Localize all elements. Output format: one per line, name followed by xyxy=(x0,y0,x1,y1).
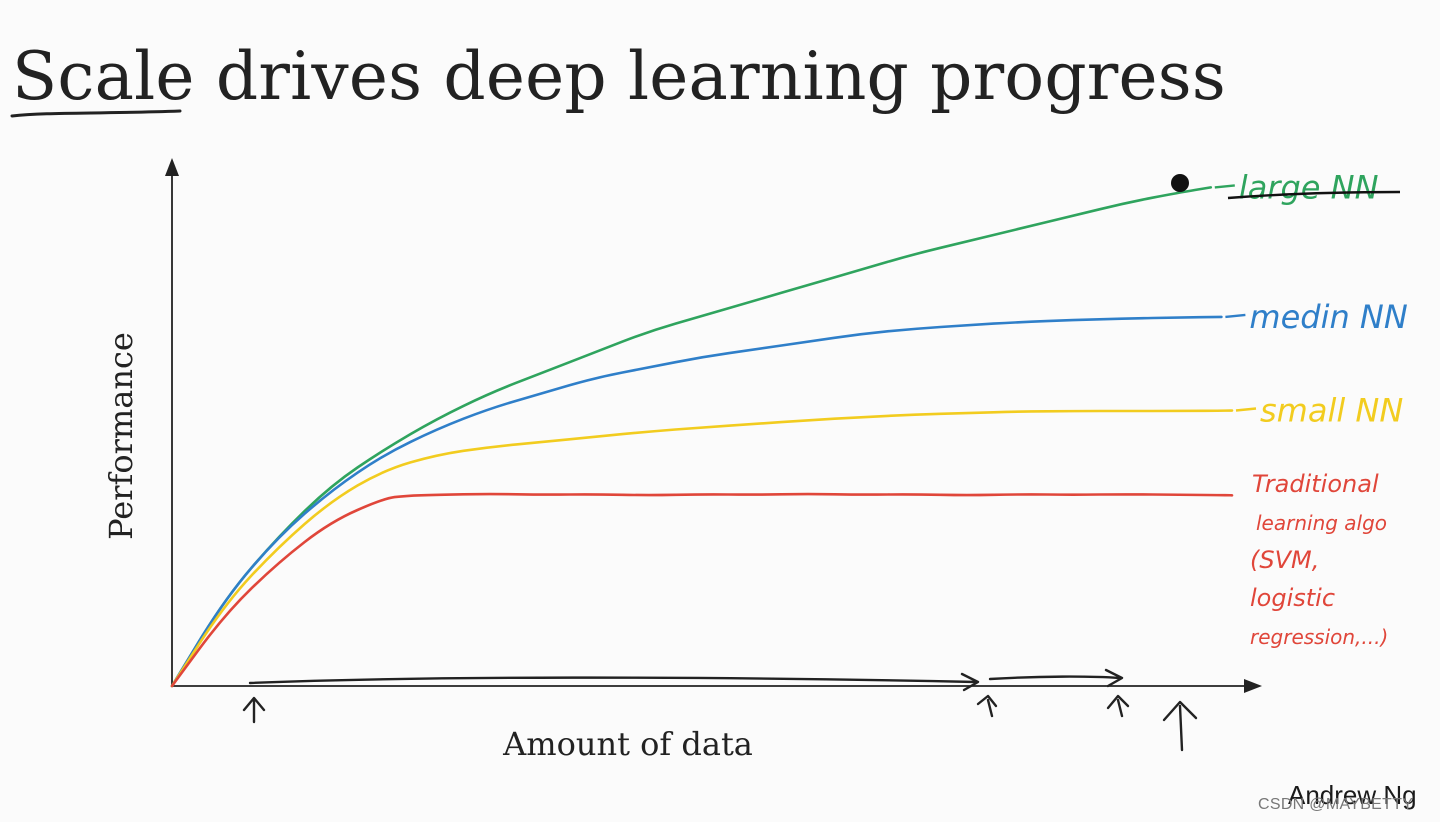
large-nn-endpoint-dot xyxy=(1171,174,1189,192)
series-line-1 xyxy=(170,315,1223,688)
series-line-2 xyxy=(170,409,1234,688)
slide-title: Scale drives deep learning progress xyxy=(12,38,1226,115)
traditional-label-line-3: logistic xyxy=(1250,584,1335,612)
watermark: CSDN @MAYBETTY xyxy=(1258,796,1414,813)
data-range-annotations xyxy=(242,668,1198,752)
y-axis-title: Performance xyxy=(102,332,140,540)
x-axis-arrow xyxy=(1244,679,1262,693)
series-layer xyxy=(170,186,1234,688)
up-arrow-large-data xyxy=(1106,694,1130,718)
up-arrow-big-data xyxy=(1162,700,1198,752)
x-axis-title: Amount of data xyxy=(502,725,753,763)
series-label-connector-1 xyxy=(1225,313,1246,319)
series-label-layer: large NN medin NN small NN Traditional learn… xyxy=(1214,168,1408,649)
series-label-2: small NN xyxy=(1260,392,1403,430)
series-label-0: large NN xyxy=(1239,168,1379,206)
large-nn-label-underline xyxy=(1227,190,1401,200)
series-line-3 xyxy=(170,492,1234,688)
series-line-0 xyxy=(170,186,1213,688)
title-underline xyxy=(10,109,182,118)
y-axis-arrow xyxy=(165,158,179,176)
traditional-label-line-4: regression,...) xyxy=(1250,625,1388,649)
data-range-arrowhead xyxy=(960,672,980,692)
author-credit: Andrew Ng xyxy=(1288,780,1417,810)
traditional-label-line-1: learning algo xyxy=(1256,511,1387,535)
data-range-bracket-2 xyxy=(988,675,1122,681)
up-arrow-medium-data xyxy=(976,694,998,718)
traditional-label-line-0: Traditional xyxy=(1252,470,1379,498)
series-label-connector-2 xyxy=(1235,407,1257,412)
series-label-1: medin NN xyxy=(1249,298,1407,336)
up-arrow-small-data xyxy=(242,696,266,724)
series-label-connector-0 xyxy=(1214,184,1235,189)
data-range-arrowhead-2 xyxy=(1104,668,1124,688)
traditional-label-line-2: (SVM, xyxy=(1250,546,1319,574)
data-range-bracket xyxy=(248,676,978,685)
